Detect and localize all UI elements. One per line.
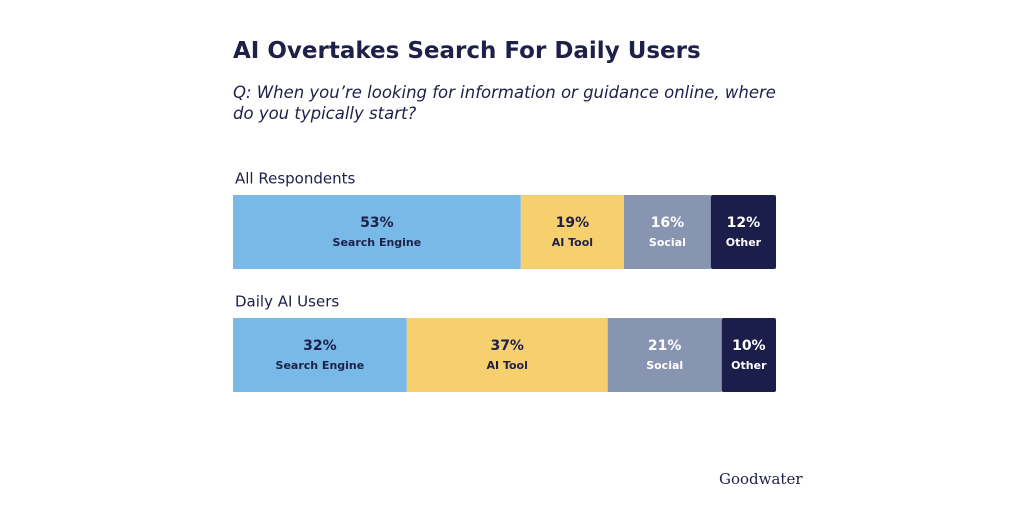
value-label: 21%	[648, 338, 682, 354]
bar-segment	[623, 195, 711, 269]
bar-segment	[406, 318, 608, 392]
value-label: 32%	[303, 338, 337, 354]
bar-segment	[520, 195, 624, 269]
value-label: 53%	[360, 215, 394, 231]
segment-label: Other	[726, 236, 762, 249]
bar-segment	[607, 318, 722, 392]
value-label: 37%	[490, 338, 524, 354]
chart-subtitle: Q: When you’re looking for information o…	[233, 83, 776, 123]
segment-label: AI Tool	[552, 236, 593, 249]
value-label: 12%	[727, 215, 761, 231]
bar-segment	[721, 318, 776, 392]
segment-label: Search Engine	[276, 359, 365, 372]
value-label: 19%	[556, 215, 590, 231]
segment-label: Search Engine	[333, 236, 422, 249]
segment-label: Social	[646, 359, 683, 372]
value-label: 16%	[651, 215, 685, 231]
segment-label: Social	[649, 236, 686, 249]
category-label: All Respondents	[235, 170, 356, 188]
bar-segment	[233, 318, 407, 392]
segment-label: AI Tool	[487, 359, 528, 372]
value-label: 10%	[732, 338, 766, 354]
category-label: Daily AI Users	[235, 293, 339, 311]
bar-segment	[710, 195, 776, 269]
segment-label: Other	[731, 359, 767, 372]
chart-title: AI Overtakes Search For Daily Users	[233, 38, 701, 64]
bar-segment	[233, 195, 521, 269]
logo: Goodwater	[719, 470, 803, 488]
